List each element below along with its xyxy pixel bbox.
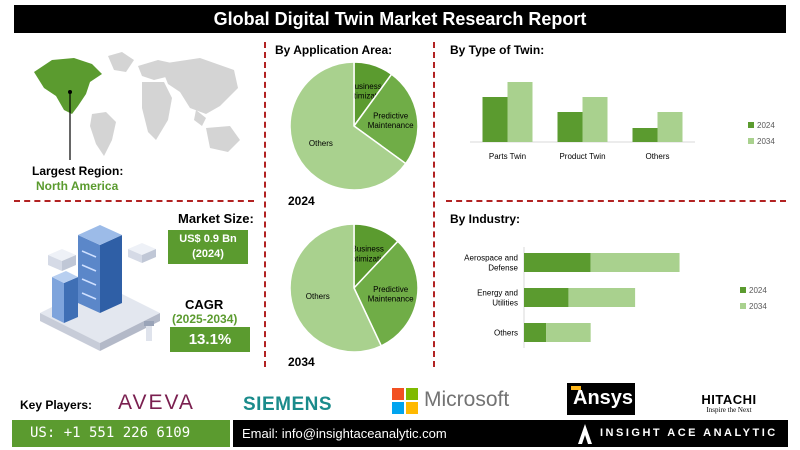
- page-title: Global Digital Twin Market Research Repo…: [14, 5, 786, 33]
- industry-bar-others-2024: [524, 323, 547, 342]
- industry-legend-label-2024: 2024: [749, 286, 767, 295]
- twin-bar-parts-twin-2024: [482, 97, 508, 142]
- footer-bar: Email: info@insightaceanalytic.com INSIG…: [233, 420, 788, 447]
- pie-label-others: Others: [309, 139, 333, 148]
- industry-bar-energy-and-utilities-2024: [524, 288, 569, 307]
- world-map: [34, 52, 240, 160]
- pie-label-business-optimization: Business Optimization: [345, 245, 389, 264]
- pie-2024-year-label: 2024: [288, 194, 315, 208]
- industry-title: By Industry:: [450, 212, 521, 226]
- twin-legend-label-2034: 2034: [757, 137, 775, 146]
- application-pie-2034: Business Optimization Predictive Maintenanc…: [289, 223, 419, 353]
- pie-slice-others: [289, 61, 407, 191]
- type-of-twin-title: By Type of Twin:: [450, 43, 545, 57]
- pie-label-others: Others: [306, 292, 330, 301]
- application-area-title: By Application Area:: [275, 43, 393, 57]
- divider-left: [264, 42, 266, 367]
- industry-category-label-aerospace-and-defense: Aerospace and Defense: [464, 254, 518, 273]
- north-america-shape: [34, 58, 102, 114]
- pie-slice-predictive-maintenance: [353, 240, 419, 347]
- industry-chart: Aerospace and Defense Energy and Utilities O…: [464, 247, 767, 348]
- pie-slice-predictive-maintenance: [352, 73, 419, 165]
- phone-number: US: +1 551 226 6109: [12, 420, 230, 447]
- aveva-logo: AVEVA: [118, 391, 195, 414]
- industry-legend-swatch-2024: [740, 287, 746, 293]
- industry-bar-aerospace-and-defense-2024: [524, 253, 591, 272]
- divider-left-horizontal: [14, 200, 254, 202]
- pie-label-predictive-maintenance: Predictive Maintenance: [368, 285, 414, 304]
- market-size-year: (2024): [192, 248, 224, 260]
- twin-bar-parts-twin-2034: [507, 82, 533, 142]
- market-size-label: Market Size:: [178, 211, 254, 226]
- hitachi-logo: HITACHI Inspire the Next: [693, 392, 765, 414]
- microsoft-wordmark: Microsoft: [424, 388, 510, 411]
- application-pie-2024: Business Optimization Predictive Maintenanc…: [289, 61, 419, 191]
- divider-right: [433, 42, 435, 367]
- twin-category-label-others: Others: [645, 152, 669, 161]
- industry-bar-aerospace-and-defense-2034: [590, 253, 680, 272]
- industry-category-label-others: Others: [494, 329, 518, 338]
- pie-label-predictive-maintenance: Predictive Maintenance: [368, 111, 414, 130]
- pie-label-business-optimization: Business Optimization: [343, 82, 387, 101]
- insight-ace-logo-icon: [578, 424, 592, 444]
- twin-bar-others-2024: [632, 128, 658, 142]
- largest-region-value: North America: [36, 179, 119, 193]
- siemens-logo: SIEMENS: [243, 394, 333, 415]
- twin-legend-swatch-2034: [748, 138, 754, 144]
- market-size-value: US$ 0.9 Bn: [179, 233, 237, 245]
- twin-bar-others-2034: [657, 112, 683, 142]
- cagr-period: (2025-2034): [172, 312, 238, 326]
- twin-legend-swatch-2024: [748, 122, 754, 128]
- brand-name: INSIGHT ACE ANALYTIC: [600, 427, 778, 439]
- divider-right-horizontal: [446, 200, 786, 202]
- twin-bar-product-twin-2024: [557, 112, 583, 142]
- pie-2034-year-label: 2034: [288, 355, 315, 369]
- microsoft-windows-icon: [392, 388, 418, 414]
- ansys-accent-icon: [571, 386, 581, 390]
- ansys-wordmark: Ansys: [573, 387, 634, 409]
- pie-slice-others: [289, 223, 383, 353]
- cagr-value: 13.1%: [170, 327, 250, 352]
- market-size-box: US$ 0.9 Bn (2024): [168, 230, 248, 264]
- twin-bar-product-twin-2034: [582, 97, 608, 142]
- twin-legend-label-2024: 2024: [757, 121, 775, 130]
- ansys-logo: Ansys: [567, 383, 635, 415]
- type-of-twin-chart: Parts Twin Product Twin Others 2024 2034: [470, 82, 775, 161]
- industry-bar-energy-and-utilities-2034: [568, 288, 636, 307]
- hitachi-tagline: Inspire the Next: [706, 406, 752, 414]
- twin-category-label-parts-twin: Parts Twin: [489, 152, 526, 161]
- industry-legend-swatch-2034: [740, 303, 746, 309]
- twin-category-label-product-twin: Product Twin: [559, 152, 605, 161]
- digital-buildings-illustration: [40, 225, 160, 351]
- hitachi-wordmark: HITACHI: [701, 392, 757, 407]
- largest-region-label: Largest Region:: [32, 164, 124, 178]
- email-address: Email: info@insightaceanalytic.com: [242, 426, 447, 441]
- cagr-label: CAGR: [185, 297, 224, 312]
- industry-category-label-energy-and-utilities: Energy and Utilities: [477, 289, 518, 308]
- key-players-label: Key Players:: [20, 398, 93, 412]
- industry-legend-label-2034: 2034: [749, 302, 767, 311]
- industry-bar-others-2034: [546, 323, 591, 342]
